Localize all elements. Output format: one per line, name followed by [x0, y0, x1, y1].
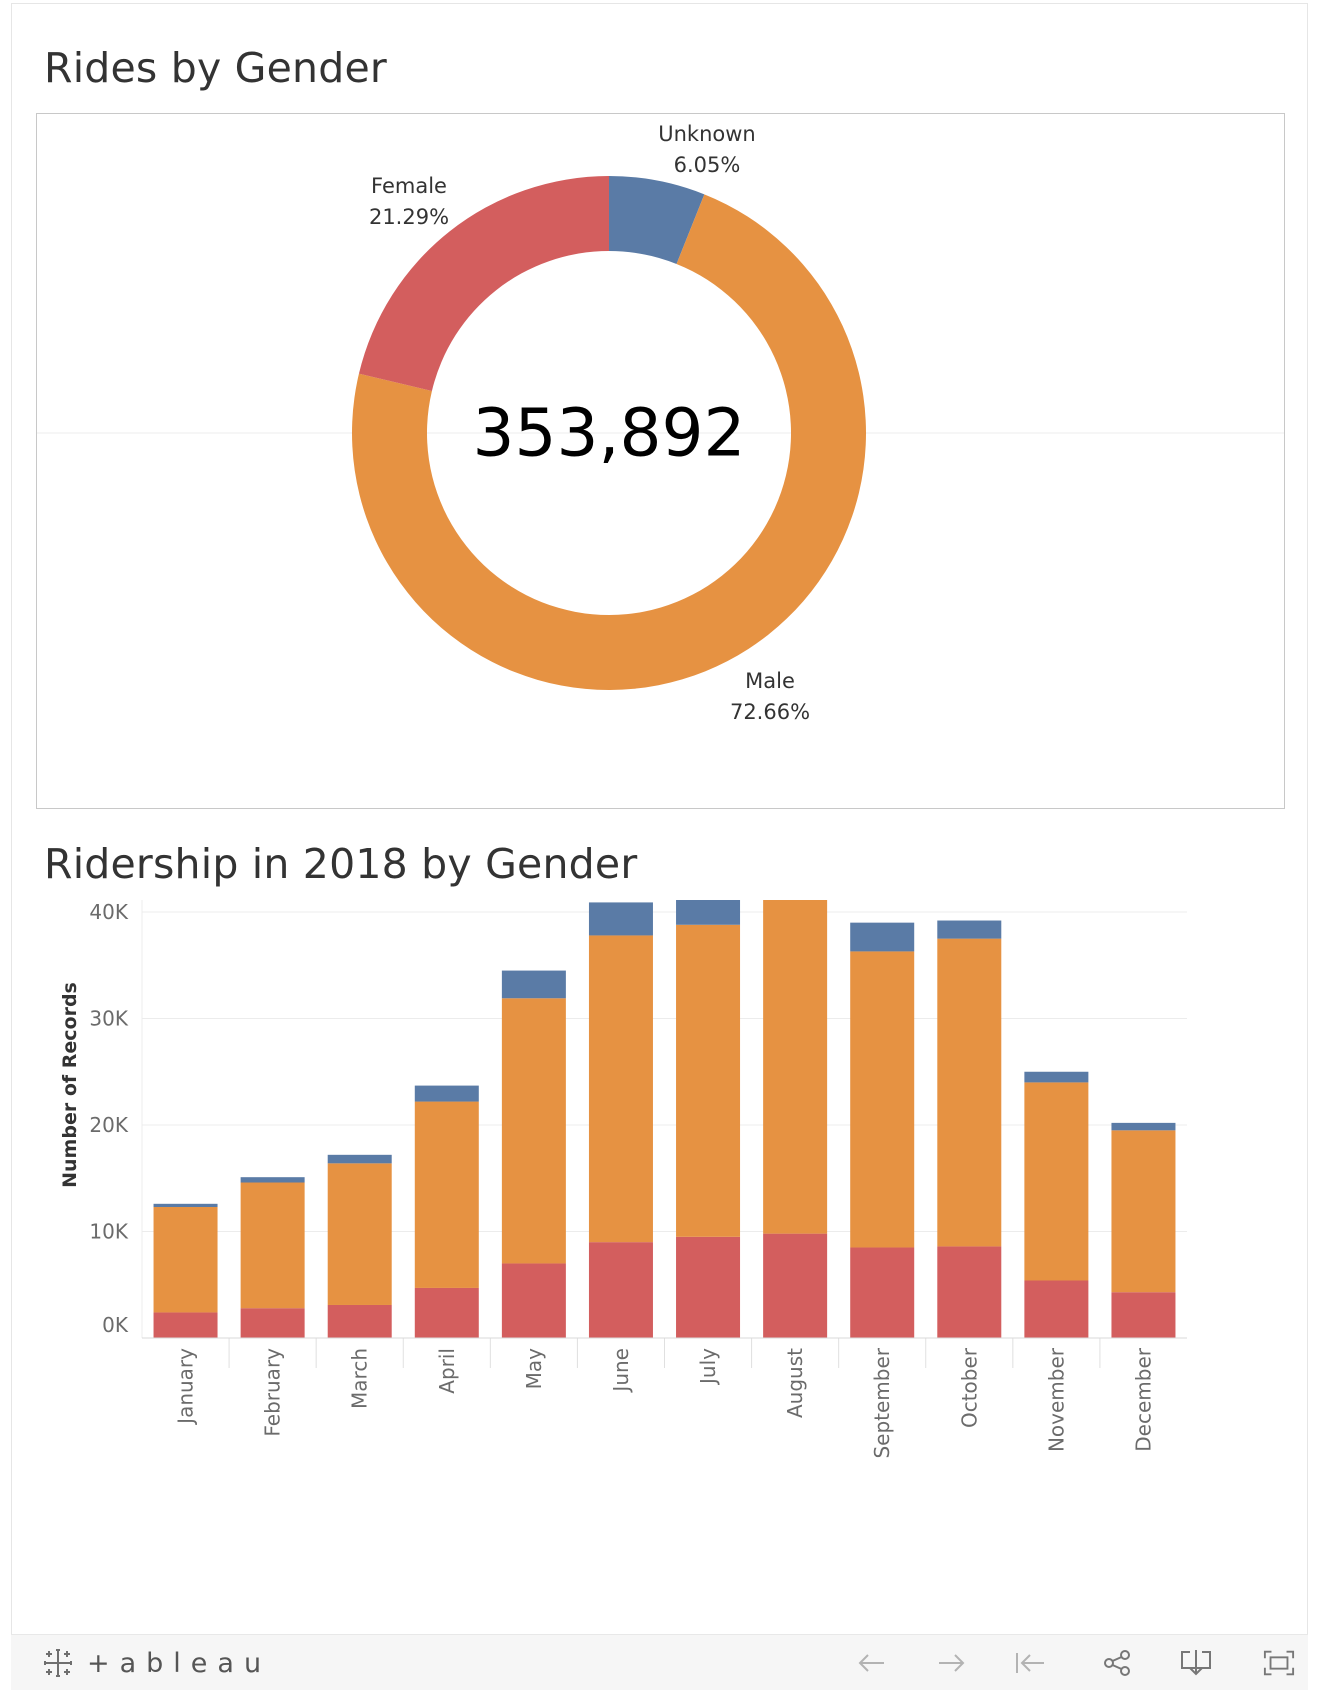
bar-male-november[interactable]	[1024, 1082, 1089, 1281]
donut-label-percent-unknown: 6.05%	[674, 153, 741, 177]
x-tick-label-november: November	[1044, 1347, 1068, 1452]
redo-button[interactable]	[935, 1647, 967, 1679]
bar-female-january[interactable]	[153, 1312, 218, 1338]
bar-unknown-june[interactable]	[588, 902, 653, 936]
donut-label-name-unknown: Unknown	[658, 122, 755, 146]
bar-male-august[interactable]	[763, 900, 828, 1234]
fullscreen-icon	[1263, 1650, 1295, 1676]
bar-female-november[interactable]	[1024, 1280, 1089, 1338]
bar-unknown-february[interactable]	[240, 1177, 305, 1183]
tableau-logo-text: +ableau	[87, 1647, 272, 1679]
donut-chart-panel: Unknown 6.05% Male 72.66% Female 21.29% 353,8…	[36, 113, 1285, 809]
bar-male-june[interactable]	[588, 935, 653, 1243]
undo-icon	[858, 1654, 884, 1672]
tableau-viz-frame	[11, 3, 1308, 1690]
x-tick-label-august: August	[783, 1348, 807, 1418]
donut-chart: Unknown 6.05% Male 72.66% Female 21.29% 353,8…	[37, 122, 1284, 724]
bar-male-march[interactable]	[327, 1163, 392, 1305]
bar-female-september[interactable]	[850, 1247, 915, 1338]
download-button[interactable]	[1180, 1647, 1212, 1679]
bar-female-october[interactable]	[937, 1246, 1002, 1338]
donut-slice-unknown[interactable]	[609, 176, 705, 264]
x-tick-label-september: September	[870, 1347, 894, 1458]
y-tick-label: 10K	[89, 1220, 128, 1244]
y-axis-title: Number of Records	[59, 982, 81, 1188]
bar-male-september[interactable]	[850, 951, 915, 1248]
download-icon	[1181, 1650, 1211, 1676]
bar-unknown-march[interactable]	[327, 1154, 392, 1164]
donut-slice-female[interactable]	[358, 176, 609, 391]
bar-unknown-september[interactable]	[850, 922, 915, 952]
tableau-footer-toolbar: +ableau	[11, 1634, 1308, 1690]
stacked-bar-chart: 0K 10K 20K 30K 40K Number of Records January F…	[59, 900, 1187, 1459]
bar-female-june[interactable]	[588, 1242, 653, 1338]
donut-slice-male[interactable]	[351, 194, 866, 691]
bar-female-may[interactable]	[501, 1263, 566, 1338]
bar-unknown-may[interactable]	[501, 970, 566, 999]
donut-chart-title: Rides by Gender	[44, 44, 387, 92]
bar-female-april[interactable]	[414, 1287, 479, 1338]
share-button[interactable]	[1101, 1647, 1133, 1679]
redo-icon	[939, 1654, 965, 1672]
y-axis: 0K 10K 20K 30K 40K Number of Records	[59, 900, 129, 1337]
share-icon	[1104, 1650, 1130, 1676]
bar-male-december[interactable]	[1111, 1130, 1176, 1293]
bar-unknown-november[interactable]	[1024, 1071, 1089, 1083]
x-tick-label-june: June	[609, 1348, 633, 1394]
donut-label-name-female: Female	[371, 174, 447, 198]
bar-unknown-april[interactable]	[414, 1085, 479, 1102]
bar-female-august[interactable]	[763, 1233, 828, 1338]
donut-label-percent-female: 21.29%	[369, 205, 449, 229]
y-tick-label: 20K	[89, 1113, 128, 1137]
donut-label-percent-male: 72.66%	[730, 700, 810, 724]
bar-male-october[interactable]	[937, 938, 1002, 1247]
tableau-logo[interactable]: +ableau	[41, 1647, 271, 1679]
x-tick-label-february: February	[261, 1348, 285, 1437]
x-tick-label-october: October	[957, 1347, 981, 1428]
y-tick-label: 40K	[89, 900, 128, 924]
x-tick-label-march: March	[348, 1348, 372, 1409]
tableau-logo-icon	[44, 1649, 72, 1677]
undo-button[interactable]	[856, 1647, 888, 1679]
bar-male-may[interactable]	[501, 998, 566, 1264]
y-tick-label: 30K	[89, 1007, 128, 1031]
bar-female-february[interactable]	[240, 1308, 305, 1338]
bar-female-december[interactable]	[1111, 1292, 1176, 1338]
bar-female-july[interactable]	[676, 1236, 741, 1338]
bar-male-april[interactable]	[414, 1101, 479, 1288]
bar-male-january[interactable]	[153, 1207, 218, 1313]
bar-male-february[interactable]	[240, 1182, 305, 1309]
y-tick-label: 0K	[102, 1313, 129, 1337]
fullscreen-button[interactable]	[1263, 1647, 1295, 1679]
x-tick-label-april: April	[435, 1348, 459, 1394]
bar-unknown-january[interactable]	[153, 1203, 218, 1208]
x-tick-label-december: December	[1131, 1347, 1155, 1451]
donut-label-name-male: Male	[745, 669, 795, 693]
donut-slices	[351, 176, 866, 691]
x-tick-label-may: May	[522, 1348, 546, 1390]
bar-unknown-december[interactable]	[1111, 1122, 1176, 1131]
donut-labels: Unknown 6.05% Male 72.66% Female 21.29%	[369, 122, 810, 724]
bar-unknown-july[interactable]	[676, 900, 741, 925]
bar-unknown-october[interactable]	[937, 920, 1002, 939]
revert-button[interactable]	[1014, 1647, 1046, 1679]
x-tick-label-january: January	[174, 1348, 198, 1426]
bar-female-march[interactable]	[327, 1304, 392, 1338]
x-axis: January February March April May June July Augu…	[142, 1337, 1187, 1459]
donut-center-total: 353,892	[473, 395, 746, 472]
bar-male-july[interactable]	[676, 924, 741, 1237]
bar-marks	[153, 900, 1176, 1338]
revert-icon	[1016, 1653, 1044, 1673]
bar-chart-title: Ridership in 2018 by Gender	[44, 840, 638, 888]
bar-gridlines	[141, 900, 1187, 1338]
x-tick-label-july: July	[696, 1348, 720, 1386]
